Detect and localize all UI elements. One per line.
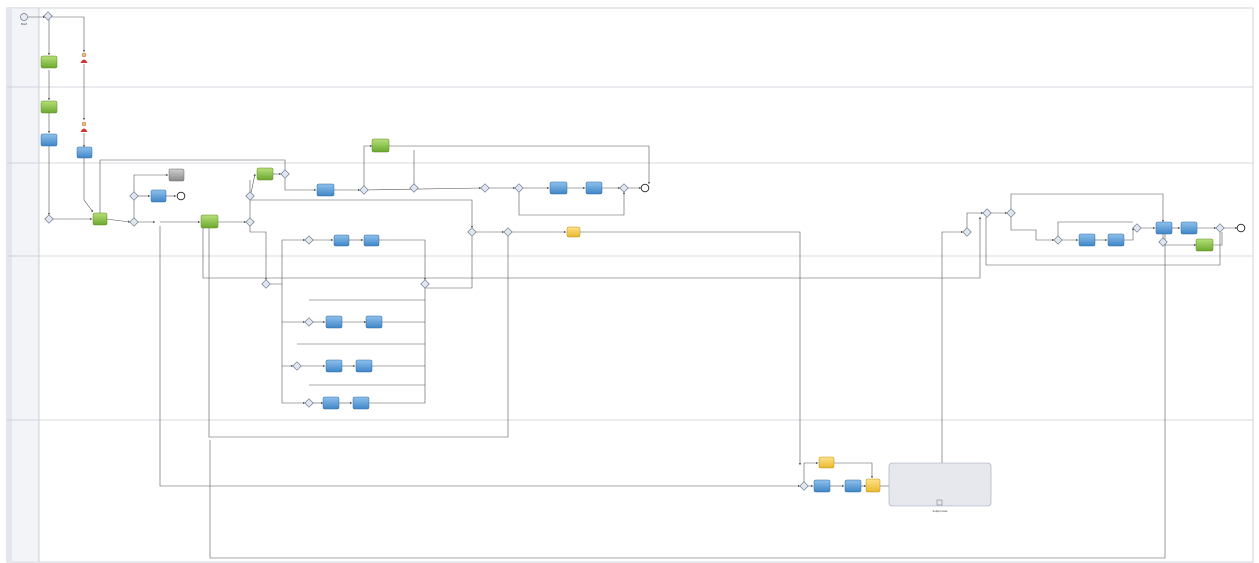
gateway — [799, 481, 809, 491]
task-blue — [1180, 221, 1198, 235]
pool — [6, 7, 1254, 563]
task-blue — [322, 396, 340, 410]
gateway — [43, 11, 53, 21]
start-event-label: Start — [21, 22, 27, 26]
task-blue — [1107, 233, 1125, 247]
gateway — [261, 279, 271, 289]
gateway — [503, 227, 513, 237]
gateway — [480, 183, 490, 193]
gateway — [1132, 223, 1142, 233]
gateway — [129, 191, 139, 201]
end-event — [176, 191, 186, 201]
gateway — [1053, 235, 1063, 245]
start-event — [20, 13, 28, 21]
gateway — [245, 191, 255, 201]
gateway — [982, 208, 992, 218]
task-blue — [150, 189, 167, 203]
task-blue — [1155, 221, 1173, 235]
task-blue — [333, 234, 350, 247]
task-blue — [355, 359, 373, 373]
gateway — [359, 185, 369, 195]
gateway — [304, 317, 314, 327]
gateway — [619, 183, 629, 193]
task-yellow — [566, 226, 581, 238]
task-green — [1195, 238, 1214, 252]
gateway — [409, 183, 419, 193]
gateway — [1006, 208, 1016, 218]
task-blue — [40, 133, 58, 147]
task-green — [200, 214, 219, 229]
task-blue — [585, 181, 603, 195]
task-blue — [316, 183, 335, 197]
task-yellow — [818, 456, 835, 469]
task-blue — [844, 479, 862, 493]
task-gray — [168, 168, 185, 182]
task-blue — [76, 146, 93, 159]
end-event — [1236, 223, 1246, 233]
task-green — [40, 100, 58, 114]
gateway — [420, 279, 430, 289]
events: Start Start End — [20, 13, 1246, 494]
task-green — [371, 138, 390, 153]
sequence-flows — [28, 15, 1238, 559]
task-green — [92, 212, 108, 226]
tasks — [40, 55, 1214, 493]
gateway — [129, 217, 139, 227]
actor-icons — [80, 52, 952, 490]
task-blue — [549, 181, 568, 195]
subprocess-label: Subprocess — [933, 509, 949, 513]
gateway — [514, 183, 524, 193]
user-icon — [80, 52, 88, 63]
lane-separators — [7, 86, 1253, 421]
task-blue — [813, 479, 831, 493]
end-event — [640, 183, 650, 193]
gateway — [467, 227, 477, 237]
task-blue — [325, 315, 343, 329]
task-green — [256, 167, 274, 181]
gateways — [43, 11, 1225, 491]
gateway — [292, 361, 302, 371]
subprocess: Subprocess — [888, 462, 992, 513]
gateway — [44, 214, 54, 224]
task-blue — [1078, 233, 1096, 247]
task-blue — [363, 234, 380, 247]
gateway — [245, 217, 255, 227]
gateway — [1158, 237, 1168, 247]
task-blue — [352, 396, 370, 410]
gateway — [280, 169, 290, 179]
gateway — [304, 235, 314, 245]
task-yellow — [865, 478, 881, 493]
task-blue — [365, 315, 383, 329]
task-blue — [325, 359, 343, 373]
gateway — [304, 398, 314, 408]
user-icon — [80, 121, 88, 132]
gateway — [962, 227, 972, 237]
gateway — [1215, 223, 1225, 233]
task-green — [40, 55, 58, 69]
